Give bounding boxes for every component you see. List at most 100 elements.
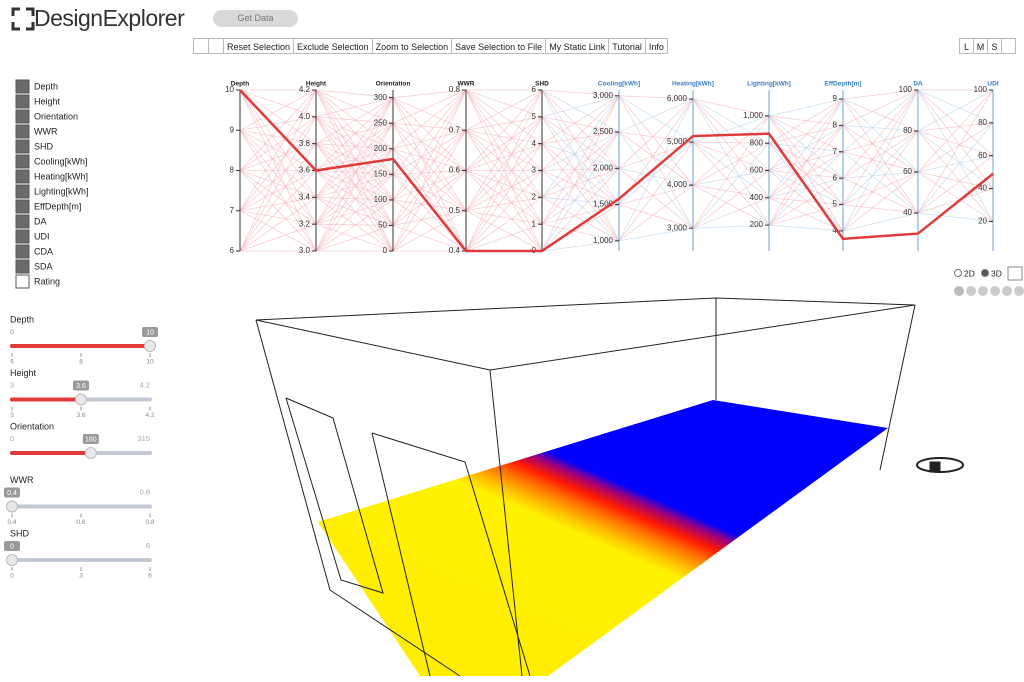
design-line: [618, 204, 694, 229]
view-radio[interactable]: [954, 269, 962, 277]
size-button[interactable]: L: [959, 38, 974, 54]
design-line: [768, 98, 844, 171]
design-line: [315, 173, 394, 198]
legend-swatch: [15, 94, 30, 109]
design-line: [541, 89, 620, 97]
design-line: [842, 89, 919, 232]
design-line: [315, 170, 394, 252]
slider-handle[interactable]: [75, 393, 87, 406]
design-line: [392, 122, 467, 171]
get-data-button[interactable]: Get Data: [213, 10, 298, 27]
design-line: [842, 89, 919, 153]
view-option: 3D: [991, 268, 1002, 278]
legend-label: EffDepth[m]: [34, 201, 81, 211]
tick-label: 2: [532, 192, 537, 201]
axis-title: Depth: [231, 81, 249, 88]
toolbar-button[interactable]: Save Selection to File: [451, 38, 547, 54]
toolbar-button[interactable]: Tutorial: [608, 38, 646, 54]
slider-max: 6: [146, 541, 150, 550]
design-line: [315, 123, 394, 252]
design-line: [239, 170, 317, 225]
tick-label: 20: [978, 217, 987, 226]
next-button[interactable]: [1001, 38, 1016, 54]
toolbar-button[interactable]: Reset Selection: [223, 38, 295, 54]
legend-swatch: [15, 259, 30, 274]
toolbar-button[interactable]: Info: [644, 38, 668, 54]
design-line: [692, 142, 770, 229]
toolbar-button[interactable]: My Static Link: [545, 38, 610, 54]
design-line: [541, 196, 620, 242]
toolbar-button[interactable]: Zoom to Selection: [371, 38, 453, 54]
tick-label: 60: [978, 151, 987, 160]
tick-label: 200: [374, 144, 388, 153]
design-line: [465, 89, 543, 225]
design-line: [315, 122, 394, 171]
design-line: [842, 151, 919, 214]
design-line: [315, 122, 394, 198]
logo: DesignExplorer: [34, 5, 185, 31]
slider-max: 4.2: [140, 380, 150, 389]
design-line: [541, 89, 620, 169]
tick-label: 3.8: [299, 139, 311, 148]
design-line: [392, 173, 467, 212]
tick-label: 4.0: [299, 112, 311, 121]
slider-value-box: [82, 434, 99, 444]
design-line: [541, 95, 620, 252]
design-line: [768, 98, 844, 117]
axis-title: Cooling[kWh]: [598, 81, 640, 88]
design-line: [392, 129, 467, 150]
slider-handle[interactable]: [84, 447, 97, 459]
tick-label: 9: [230, 125, 235, 134]
legend-label: Heating[kWh]: [34, 171, 88, 181]
legend-label: CDA: [34, 246, 53, 256]
slider-tick-label: 0.6: [76, 519, 85, 526]
toolbar-button[interactable]: Exclude Selection: [293, 38, 373, 54]
slider-tick-label: 0.8: [145, 519, 154, 526]
tick-label: 400: [750, 193, 764, 202]
design-line: [842, 151, 919, 173]
design-line: [692, 184, 770, 226]
design-line: [618, 95, 694, 100]
design-line: [541, 168, 620, 225]
slider-name: Height: [10, 368, 37, 378]
design-line: [618, 167, 694, 186]
design-line: [692, 224, 770, 229]
design-line: [618, 95, 694, 143]
design-line: [541, 170, 620, 242]
design-line: [541, 89, 620, 242]
design-line: [315, 89, 394, 150]
legend-swatch: [15, 154, 30, 169]
design-line: [842, 89, 919, 100]
design-line: [842, 98, 919, 173]
slider-tick-label: 3: [79, 573, 83, 580]
design-line: [917, 122, 994, 214]
prev-button[interactable]: [193, 38, 209, 54]
design-line: [917, 89, 994, 189]
design-line: [768, 115, 844, 126]
tick-label: 40: [978, 184, 987, 193]
design-line: [842, 212, 919, 232]
view-radio[interactable]: [981, 269, 989, 277]
size-button[interactable]: M: [973, 38, 988, 54]
design-line: [392, 210, 467, 226]
slider-handle[interactable]: [6, 554, 18, 566]
design-line: [842, 89, 919, 205]
design-line: [692, 142, 770, 186]
tick-label: 250: [374, 118, 388, 127]
design-line: [315, 148, 394, 252]
slider-value: 0.4: [7, 490, 17, 497]
slider-handle[interactable]: [144, 340, 156, 352]
slider-name: Orientation: [10, 421, 54, 431]
size-button[interactable]: S: [987, 38, 1002, 54]
design-line: [315, 196, 394, 201]
axis-title: Orientation: [376, 81, 411, 88]
design-line: [541, 95, 620, 198]
slider-handle[interactable]: [6, 500, 18, 513]
design-line: [315, 116, 394, 124]
design-line: [692, 184, 770, 199]
design-line: [315, 122, 394, 225]
dropdown-button[interactable]: [208, 38, 224, 54]
design-line: [465, 89, 543, 252]
